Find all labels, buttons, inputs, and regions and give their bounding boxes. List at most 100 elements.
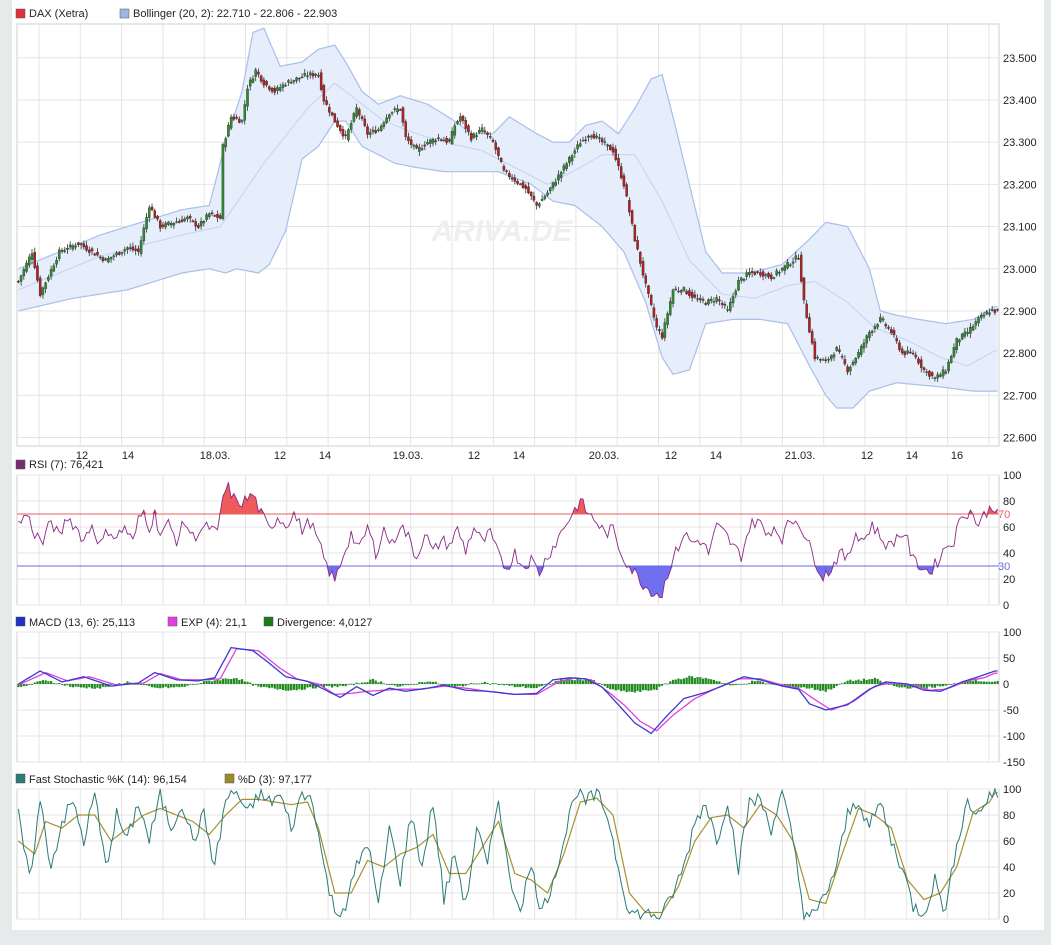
candle-body: [55, 260, 58, 265]
rsi-legend: RSI (7): 76,421: [15, 459, 104, 471]
candle-body: [709, 298, 713, 301]
candle-body: [412, 144, 416, 147]
divergence-bar: [704, 677, 707, 684]
divergence-bar: [388, 684, 391, 685]
candle-body: [494, 142, 497, 150]
divergence-bar: [830, 684, 833, 690]
divergence-bar: [129, 682, 132, 684]
candle-body: [385, 117, 388, 123]
divergence-bar: [336, 684, 339, 688]
divergence-bar: [500, 684, 503, 685]
divergence-bar: [614, 684, 617, 691]
divergence-bar: [110, 684, 113, 685]
candle-body: [808, 317, 811, 333]
candle-body: [328, 107, 331, 113]
divergence-bar: [314, 684, 317, 689]
divergence-bar: [568, 678, 571, 684]
divergence-bar: [674, 679, 677, 684]
candle-body: [49, 269, 53, 277]
candle-body: [374, 130, 377, 134]
candle-body: [540, 198, 544, 201]
candle-body: [188, 216, 192, 219]
candle-body: [748, 272, 751, 275]
candle-body: [79, 243, 83, 245]
divergence-bar: [426, 681, 429, 684]
candle-body: [199, 221, 203, 227]
divergence-bar: [186, 684, 189, 686]
candle-body: [723, 303, 727, 306]
candle-body: [619, 166, 623, 179]
divergence-bar: [909, 684, 912, 689]
divergence-bar: [903, 684, 906, 688]
divergence-bar: [699, 677, 702, 684]
divergence-bar: [461, 684, 465, 687]
candle-body: [557, 174, 560, 181]
candle-body: [109, 257, 113, 260]
divergence-bar: [772, 684, 776, 685]
stoch-k-line: [17, 787, 999, 921]
divergence-bar: [971, 681, 975, 684]
candle-body: [499, 158, 503, 163]
candle-body: [630, 210, 634, 224]
candle-body: [423, 144, 427, 147]
divergence-bar: [761, 682, 765, 684]
candle-body: [401, 107, 405, 123]
y-tick-label: 23.100: [1003, 222, 1037, 234]
candle-body: [172, 223, 176, 226]
legend-dax: DAX (Xetra): [29, 8, 88, 20]
candle-body: [265, 81, 268, 86]
candle-body: [289, 82, 293, 84]
candle-body: [131, 246, 135, 251]
divergence-bar: [756, 680, 759, 684]
divergence-bar: [764, 683, 767, 685]
candle-body: [753, 272, 757, 275]
candle-body: [535, 202, 538, 206]
candle-body: [47, 277, 50, 281]
candle-body: [859, 346, 863, 355]
divergence-bar: [330, 684, 334, 688]
candle-body: [472, 133, 476, 138]
divergence-bar: [333, 684, 336, 687]
divergence-bar: [134, 684, 137, 685]
divergence-bar: [399, 684, 402, 687]
bollinger-upper: [18, 27, 998, 325]
candle-body: [813, 341, 817, 360]
divergence-bar: [55, 683, 58, 685]
divergence-bar: [25, 684, 28, 686]
rsi-plot-area: [16, 474, 1000, 606]
candle-body: [38, 277, 42, 296]
candle-body: [464, 120, 467, 129]
candle-body: [502, 166, 506, 171]
divergence-bar: [521, 684, 525, 687]
divergence-bar: [82, 684, 85, 688]
divergence-bar: [472, 683, 476, 685]
divergence-bar: [996, 680, 999, 684]
candle-body: [338, 125, 342, 131]
candle-body: [153, 210, 157, 218]
divergence-bar: [873, 677, 876, 684]
candle-body: [352, 113, 356, 122]
candle-body: [431, 139, 435, 144]
candle-body: [742, 278, 746, 281]
divergence-bar: [344, 684, 347, 687]
divergence-bar: [251, 684, 255, 686]
divergence-bar: [691, 676, 694, 684]
candle-body: [538, 203, 541, 207]
candle-body: [497, 147, 500, 156]
candle-body: [96, 252, 99, 256]
candle-body: [107, 257, 110, 263]
candle-body: [622, 175, 626, 187]
divergence-bar: [901, 684, 904, 688]
divergence-bar: [802, 684, 806, 688]
divergence-bar: [497, 684, 500, 685]
candle-body: [208, 213, 211, 217]
divergence-bar: [601, 684, 604, 685]
divergence-bar: [478, 683, 481, 685]
divergence-bar: [906, 684, 909, 689]
candle-body: [120, 252, 124, 254]
candle-body: [969, 327, 972, 334]
divergence-bar: [947, 684, 950, 685]
divergence-bar: [358, 683, 361, 685]
candle-body: [737, 280, 740, 291]
divergence-bar: [363, 682, 366, 684]
